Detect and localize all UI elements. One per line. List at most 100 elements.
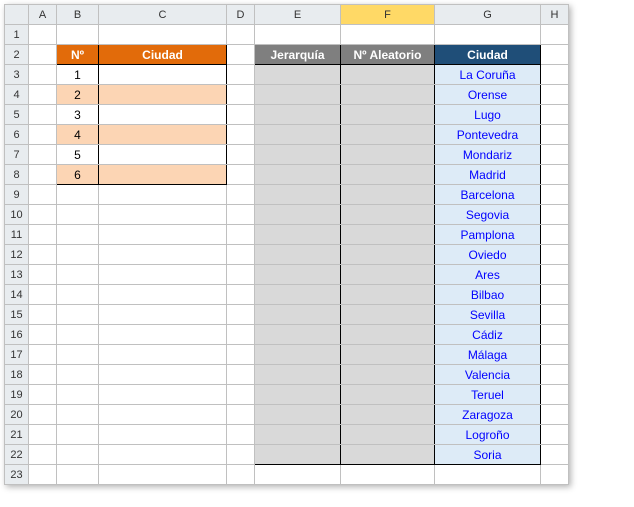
spreadsheet-grid[interactable]: ABCDEFGH 12NºCiudadJerarquíaNº Aleatorio… <box>4 4 569 485</box>
cell-B10[interactable] <box>57 205 99 225</box>
cell-D2[interactable] <box>227 45 255 65</box>
cell-B7[interactable]: 5 <box>57 145 99 165</box>
cell-C8[interactable] <box>99 165 227 185</box>
cell-A6[interactable] <box>29 125 57 145</box>
cell-H22[interactable] <box>541 445 569 465</box>
cell-B1[interactable] <box>57 25 99 45</box>
cell-A19[interactable] <box>29 385 57 405</box>
cell-A13[interactable] <box>29 265 57 285</box>
cell-A1[interactable] <box>29 25 57 45</box>
cell-D4[interactable] <box>227 85 255 105</box>
cell-C12[interactable] <box>99 245 227 265</box>
cell-C6[interactable] <box>99 125 227 145</box>
cell-A12[interactable] <box>29 245 57 265</box>
cell-H7[interactable] <box>541 145 569 165</box>
cell-C1[interactable] <box>99 25 227 45</box>
cell-B3[interactable]: 1 <box>57 65 99 85</box>
cell-F4[interactable] <box>341 85 435 105</box>
cell-B17[interactable] <box>57 345 99 365</box>
cell-H13[interactable] <box>541 265 569 285</box>
cell-E22[interactable] <box>255 445 341 465</box>
cell-F5[interactable] <box>341 105 435 125</box>
cell-D7[interactable] <box>227 145 255 165</box>
cell-D19[interactable] <box>227 385 255 405</box>
col-header-A[interactable]: A <box>29 5 57 25</box>
cell-B13[interactable] <box>57 265 99 285</box>
row-header-14[interactable]: 14 <box>5 285 29 305</box>
cell-C5[interactable] <box>99 105 227 125</box>
cell-B21[interactable] <box>57 425 99 445</box>
cell-A22[interactable] <box>29 445 57 465</box>
cell-A17[interactable] <box>29 345 57 365</box>
cell-B15[interactable] <box>57 305 99 325</box>
cell-F23[interactable] <box>341 465 435 485</box>
cell-F22[interactable] <box>341 445 435 465</box>
cell-H17[interactable] <box>541 345 569 365</box>
row-header-7[interactable]: 7 <box>5 145 29 165</box>
grey-header-jerarquia[interactable]: Jerarquía <box>255 45 341 65</box>
cell-H2[interactable] <box>541 45 569 65</box>
cell-H12[interactable] <box>541 245 569 265</box>
cell-C17[interactable] <box>99 345 227 365</box>
cell-D20[interactable] <box>227 405 255 425</box>
cell-E13[interactable] <box>255 265 341 285</box>
orange-header-no[interactable]: Nº <box>57 45 99 65</box>
cell-H23[interactable] <box>541 465 569 485</box>
cell-A2[interactable] <box>29 45 57 65</box>
blue-city-15[interactable]: Valencia <box>435 365 541 385</box>
cell-H4[interactable] <box>541 85 569 105</box>
cell-D14[interactable] <box>227 285 255 305</box>
cell-A20[interactable] <box>29 405 57 425</box>
cell-E15[interactable] <box>255 305 341 325</box>
cell-E5[interactable] <box>255 105 341 125</box>
row-header-1[interactable]: 1 <box>5 25 29 45</box>
cell-A4[interactable] <box>29 85 57 105</box>
cell-B19[interactable] <box>57 385 99 405</box>
cell-D21[interactable] <box>227 425 255 445</box>
cell-B20[interactable] <box>57 405 99 425</box>
row-header-9[interactable]: 9 <box>5 185 29 205</box>
cell-D22[interactable] <box>227 445 255 465</box>
cell-C16[interactable] <box>99 325 227 345</box>
row-header-22[interactable]: 22 <box>5 445 29 465</box>
cell-D18[interactable] <box>227 365 255 385</box>
row-header-3[interactable]: 3 <box>5 65 29 85</box>
grey-header-aleatorio[interactable]: Nº Aleatorio <box>341 45 435 65</box>
blue-city-4[interactable]: Mondariz <box>435 145 541 165</box>
cell-B4[interactable]: 2 <box>57 85 99 105</box>
cell-A15[interactable] <box>29 305 57 325</box>
blue-city-13[interactable]: Cádiz <box>435 325 541 345</box>
blue-city-0[interactable]: La Coruña <box>435 65 541 85</box>
blue-city-10[interactable]: Ares <box>435 265 541 285</box>
cell-H20[interactable] <box>541 405 569 425</box>
cell-H18[interactable] <box>541 365 569 385</box>
cell-F6[interactable] <box>341 125 435 145</box>
cell-B9[interactable] <box>57 185 99 205</box>
cell-C15[interactable] <box>99 305 227 325</box>
cell-A7[interactable] <box>29 145 57 165</box>
cell-A23[interactable] <box>29 465 57 485</box>
cell-F16[interactable] <box>341 325 435 345</box>
cell-E4[interactable] <box>255 85 341 105</box>
row-header-2[interactable]: 2 <box>5 45 29 65</box>
cell-C4[interactable] <box>99 85 227 105</box>
row-header-4[interactable]: 4 <box>5 85 29 105</box>
cell-D11[interactable] <box>227 225 255 245</box>
blue-city-9[interactable]: Oviedo <box>435 245 541 265</box>
cell-D10[interactable] <box>227 205 255 225</box>
cell-F19[interactable] <box>341 385 435 405</box>
blue-city-14[interactable]: Málaga <box>435 345 541 365</box>
blue-city-17[interactable]: Zaragoza <box>435 405 541 425</box>
cell-D5[interactable] <box>227 105 255 125</box>
cell-D3[interactable] <box>227 65 255 85</box>
cell-F20[interactable] <box>341 405 435 425</box>
cell-E8[interactable] <box>255 165 341 185</box>
cell-C9[interactable] <box>99 185 227 205</box>
blue-city-1[interactable]: Orense <box>435 85 541 105</box>
row-header-19[interactable]: 19 <box>5 385 29 405</box>
cell-C11[interactable] <box>99 225 227 245</box>
cell-H14[interactable] <box>541 285 569 305</box>
cell-B6[interactable]: 4 <box>57 125 99 145</box>
row-header-17[interactable]: 17 <box>5 345 29 365</box>
cell-E19[interactable] <box>255 385 341 405</box>
